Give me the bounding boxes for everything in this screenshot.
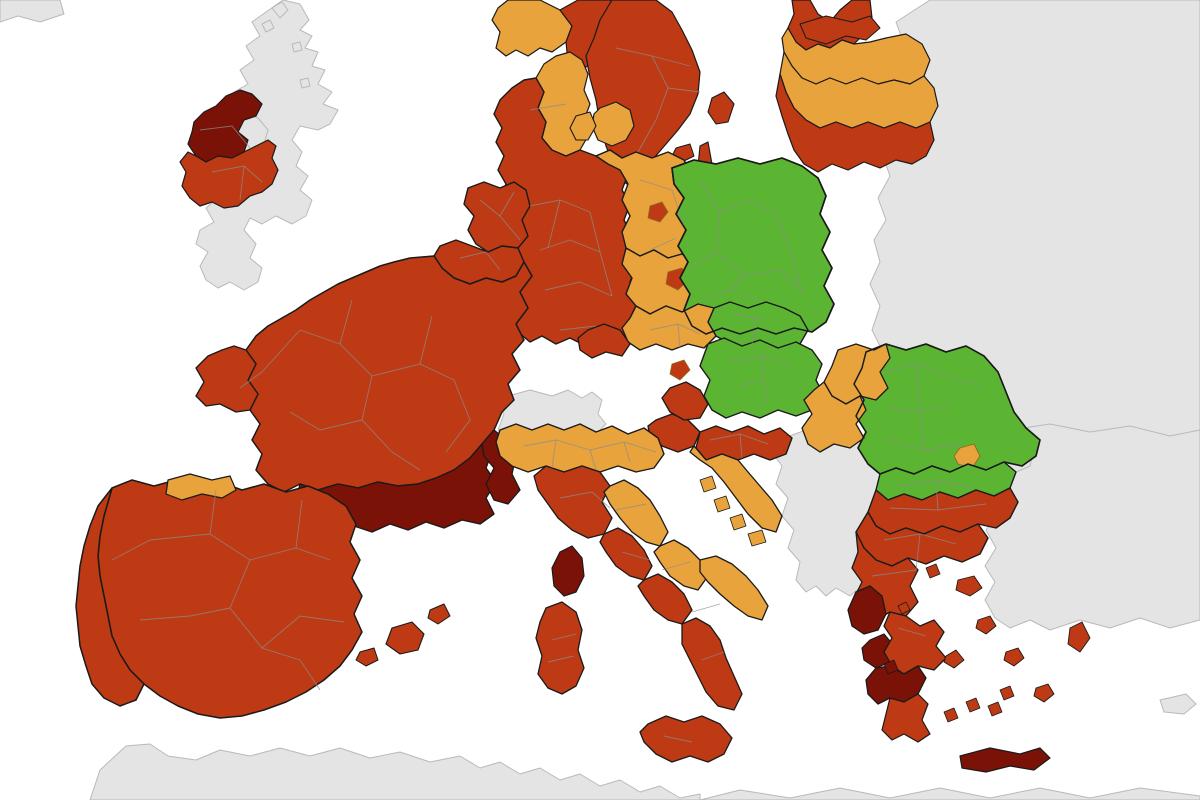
- region-croatia-adriatic[interactable]: [689, 445, 783, 533]
- region-scotland-isles[interactable]: [261, 1, 311, 89]
- region-italy-sardegna-red[interactable]: [535, 601, 585, 695]
- region-hungary[interactable]: [699, 337, 825, 419]
- region-austria-tirol-red[interactable]: [577, 323, 631, 359]
- greece-aegean-islands[interactable]: [883, 563, 1091, 723]
- region-italy-sicilia-red[interactable]: [639, 715, 733, 763]
- region-portugal[interactable]: [75, 487, 145, 707]
- region-greece-attica[interactable]: [883, 611, 947, 675]
- region-cyprus[interactable]: [1159, 693, 1197, 715]
- region-romania-sudvest-orange[interactable]: [801, 381, 867, 453]
- region-italy-puglia-orange[interactable]: [699, 555, 769, 621]
- region-kaliningrad[interactable]: [799, 15, 881, 45]
- region-greece-ipeiros-darkred[interactable]: [847, 585, 887, 635]
- region-north-africa[interactable]: [89, 743, 701, 800]
- region-greece-south-peloponnese[interactable]: [881, 693, 931, 743]
- region-france-corse[interactable]: [551, 545, 585, 597]
- region-north-africa-east[interactable]: [699, 787, 1200, 800]
- croatia-islands[interactable]: [699, 475, 767, 547]
- region-austria-enclave[interactable]: [669, 359, 691, 381]
- region-spain-balears-red[interactable]: [385, 621, 425, 655]
- region-lithuania[interactable]: [775, 73, 935, 173]
- region-austria-east-orange[interactable]: [621, 303, 717, 351]
- region-spain-balears-ibiza[interactable]: [355, 647, 379, 667]
- region-ireland-southern-eastern[interactable]: [179, 139, 279, 209]
- region-sweden-gotland[interactable]: [707, 91, 735, 125]
- region-greece-kriti-darkred[interactable]: [959, 747, 1051, 773]
- region-north-atlantic-isles[interactable]: [0, 0, 65, 23]
- region-italy-north-orange[interactable]: [495, 423, 665, 473]
- region-denmark-funen[interactable]: [569, 111, 597, 141]
- region-croatia-continental[interactable]: [695, 425, 793, 461]
- subregion-borders: [111, 47, 987, 743]
- region-slovenia-west[interactable]: [661, 381, 709, 421]
- region-france-bretagne[interactable]: [195, 345, 259, 413]
- region-italy-basilicata-calabria-red[interactable]: [681, 617, 743, 711]
- risk-regions-group: [75, 0, 1091, 773]
- region-greece-dytiki-ellada-darkred[interactable]: [861, 633, 895, 669]
- region-netherlands[interactable]: [463, 181, 531, 253]
- region-spain-asturias-orange[interactable]: [165, 473, 237, 501]
- region-germany-enclave-darkred[interactable]: [647, 201, 669, 223]
- country-borders: [671, 157, 1041, 475]
- region-spain-balears-menorca[interactable]: [427, 603, 451, 625]
